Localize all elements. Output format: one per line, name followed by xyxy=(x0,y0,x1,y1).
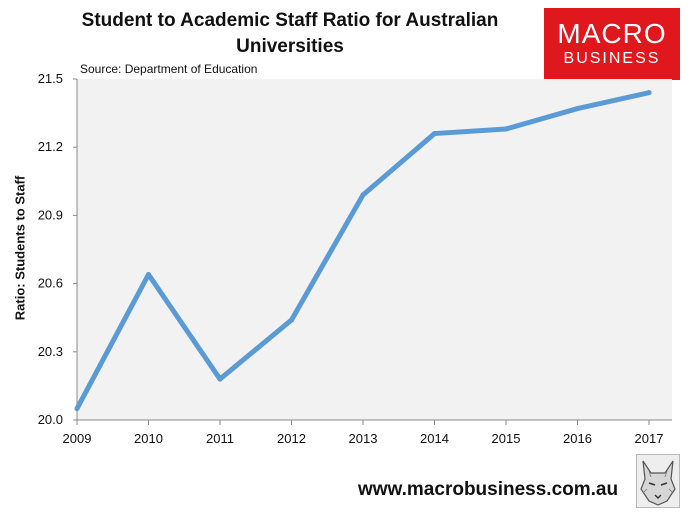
x-tick-label: 2010 xyxy=(134,431,163,446)
data-point xyxy=(503,126,509,132)
x-tick-label: 2016 xyxy=(563,431,592,446)
series-group xyxy=(74,90,652,412)
logo-business-text: BUSINESS xyxy=(563,50,661,67)
data-point xyxy=(432,131,437,137)
x-axis-ticks: 2009 2010 2011 2012 2013 2014 2015 2016 2017 xyxy=(63,420,664,446)
chart-subtitle: Source: Department of Education xyxy=(80,62,258,76)
x-tick-label: 2009 xyxy=(63,431,92,446)
data-point xyxy=(74,406,80,412)
data-point xyxy=(146,272,151,278)
axes xyxy=(76,79,672,421)
x-tick-label: 2012 xyxy=(277,431,306,446)
data-point xyxy=(289,317,294,323)
chart-title: Student to Academic Staff Ratio for Aust… xyxy=(81,10,499,57)
y-tick-label: 20.3 xyxy=(38,344,63,359)
y-tick-label: 21.2 xyxy=(38,139,63,154)
logo-macro-text: MACRO xyxy=(557,18,667,49)
y-tick-label: 20.9 xyxy=(38,207,63,222)
y-tick-label: 21.5 xyxy=(38,71,63,86)
wolf-icon xyxy=(636,454,680,508)
macrobusiness-logo: MACRO BUSINESS xyxy=(544,8,680,80)
data-point xyxy=(217,376,223,382)
data-point xyxy=(575,106,580,112)
data-point xyxy=(360,192,366,198)
y-tick-label: 20.6 xyxy=(38,276,63,291)
x-tick-label: 2017 xyxy=(635,431,664,446)
website-url: www.macrobusiness.com.au xyxy=(358,479,619,500)
x-tick-label: 2014 xyxy=(420,431,449,446)
x-tick-label: 2015 xyxy=(492,431,521,446)
x-tick-label: 2011 xyxy=(206,431,234,446)
plot-area xyxy=(77,79,672,420)
x-tick-label: 2013 xyxy=(349,431,378,446)
y-tick-label: 20.0 xyxy=(38,412,63,427)
data-point xyxy=(646,90,652,96)
y-axis-ticks: 20.0 20.3 20.6 20.9 21.2 21.5 xyxy=(38,71,77,427)
